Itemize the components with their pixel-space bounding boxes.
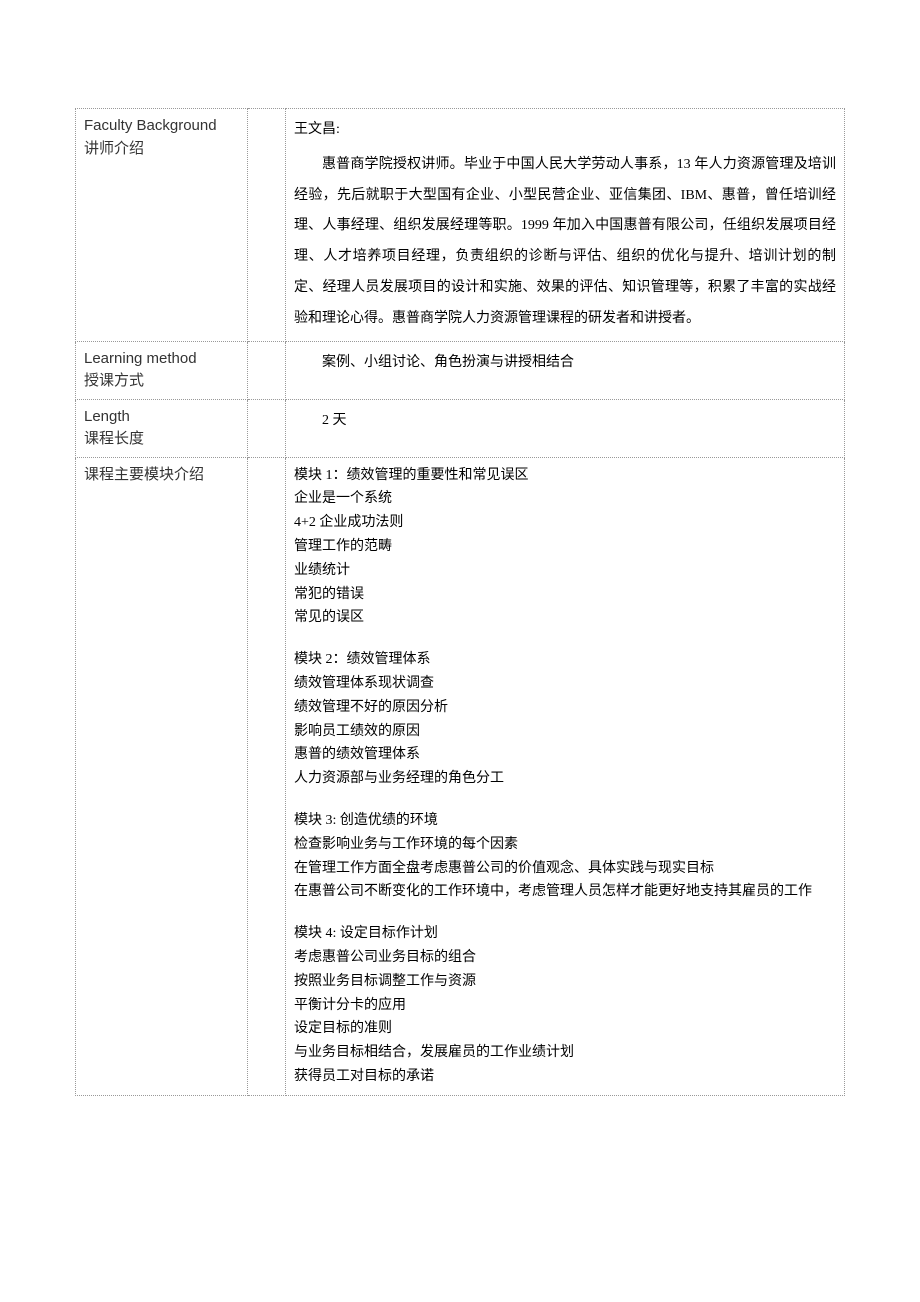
module-block: 模块 3: 创造优绩的环境检查影响业务与工作环境的每个因素在管理工作方面全盘考虑… — [294, 809, 836, 904]
module-item: 绩效管理体系现状调查 — [294, 672, 836, 696]
module-item: 设定目标的准则 — [294, 1017, 836, 1041]
module-item: 绩效管理不好的原因分析 — [294, 696, 836, 720]
module-block: 模块 4: 设定目标作计划考虑惠普公司业务目标的组合按照业务目标调整工作与资源平… — [294, 922, 836, 1089]
module-item: 业绩统计 — [294, 559, 836, 583]
module-item: 检查影响业务与工作环境的每个因素 — [294, 833, 836, 857]
length-content-cell: 2 天 — [286, 399, 845, 457]
method-label-cn: 授课方式 — [84, 370, 239, 393]
module-item: 考虑惠普公司业务目标的组合 — [294, 946, 836, 970]
faculty-row: Faculty Background 讲师介绍 王文昌: 惠普商学院授权讲师。毕… — [76, 109, 845, 342]
faculty-name: 王文昌: — [294, 115, 836, 146]
modules-content-cell: 模块 1：绩效管理的重要性和常见误区企业是一个系统4+2 企业成功法则管理工作的… — [286, 457, 845, 1095]
module-item: 常犯的错误 — [294, 583, 836, 607]
module-title: 模块 3: 创造优绩的环境 — [294, 809, 836, 833]
module-item: 4+2 企业成功法则 — [294, 511, 836, 535]
module-item: 获得员工对目标的承诺 — [294, 1065, 836, 1089]
faculty-content-cell: 王文昌: 惠普商学院授权讲师。毕业于中国人民大学劳动人事系，13 年人力资源管理… — [286, 109, 845, 342]
module-title: 模块 4: 设定目标作计划 — [294, 922, 836, 946]
length-row: Length 课程长度 2 天 — [76, 399, 845, 457]
modules-row: 课程主要模块介绍 模块 1：绩效管理的重要性和常见误区企业是一个系统4+2 企业… — [76, 457, 845, 1095]
length-label-en: Length — [84, 406, 239, 429]
faculty-bio: 惠普商学院授权讲师。毕业于中国人民大学劳动人事系，13 年人力资源管理及培训经验… — [294, 150, 836, 335]
module-item: 在管理工作方面全盘考虑惠普公司的价值观念、具体实践与现实目标 — [294, 857, 836, 881]
modules-label: 课程主要模块介绍 — [84, 464, 239, 487]
spacer-cell — [248, 399, 286, 457]
module-item: 管理工作的范畴 — [294, 535, 836, 559]
length-label-cn: 课程长度 — [84, 428, 239, 451]
module-block: 模块 2：绩效管理体系绩效管理体系现状调查绩效管理不好的原因分析影响员工绩效的原… — [294, 648, 836, 791]
module-title: 模块 1：绩效管理的重要性和常见误区 — [294, 464, 836, 488]
faculty-label-cn: 讲师介绍 — [84, 138, 239, 161]
method-text: 案例、小组讨论、角色扮演与讲授相结合 — [294, 348, 836, 379]
length-text: 2 天 — [294, 406, 836, 437]
module-item: 平衡计分卡的应用 — [294, 994, 836, 1018]
length-label-cell: Length 课程长度 — [76, 399, 248, 457]
method-label-en: Learning method — [84, 348, 239, 371]
module-item: 按照业务目标调整工作与资源 — [294, 970, 836, 994]
module-title: 模块 2：绩效管理体系 — [294, 648, 836, 672]
module-item: 与业务目标相结合，发展雇员的工作业绩计划 — [294, 1041, 836, 1065]
module-item: 在惠普公司不断变化的工作环境中，考虑管理人员怎样才能更好地支持其雇员的工作 — [294, 880, 836, 904]
spacer-cell — [248, 109, 286, 342]
module-item: 人力资源部与业务经理的角色分工 — [294, 767, 836, 791]
module-item: 惠普的绩效管理体系 — [294, 743, 836, 767]
modules-label-cell: 课程主要模块介绍 — [76, 457, 248, 1095]
module-item: 影响员工绩效的原因 — [294, 720, 836, 744]
spacer-cell — [248, 341, 286, 399]
faculty-label-en: Faculty Background — [84, 115, 239, 138]
method-row: Learning method 授课方式 案例、小组讨论、角色扮演与讲授相结合 — [76, 341, 845, 399]
spacer-cell — [248, 457, 286, 1095]
module-item: 企业是一个系统 — [294, 487, 836, 511]
course-info-table: Faculty Background 讲师介绍 王文昌: 惠普商学院授权讲师。毕… — [75, 108, 845, 1096]
method-content-cell: 案例、小组讨论、角色扮演与讲授相结合 — [286, 341, 845, 399]
faculty-label-cell: Faculty Background 讲师介绍 — [76, 109, 248, 342]
method-label-cell: Learning method 授课方式 — [76, 341, 248, 399]
module-block: 模块 1：绩效管理的重要性和常见误区企业是一个系统4+2 企业成功法则管理工作的… — [294, 464, 836, 631]
module-item: 常见的误区 — [294, 606, 836, 630]
